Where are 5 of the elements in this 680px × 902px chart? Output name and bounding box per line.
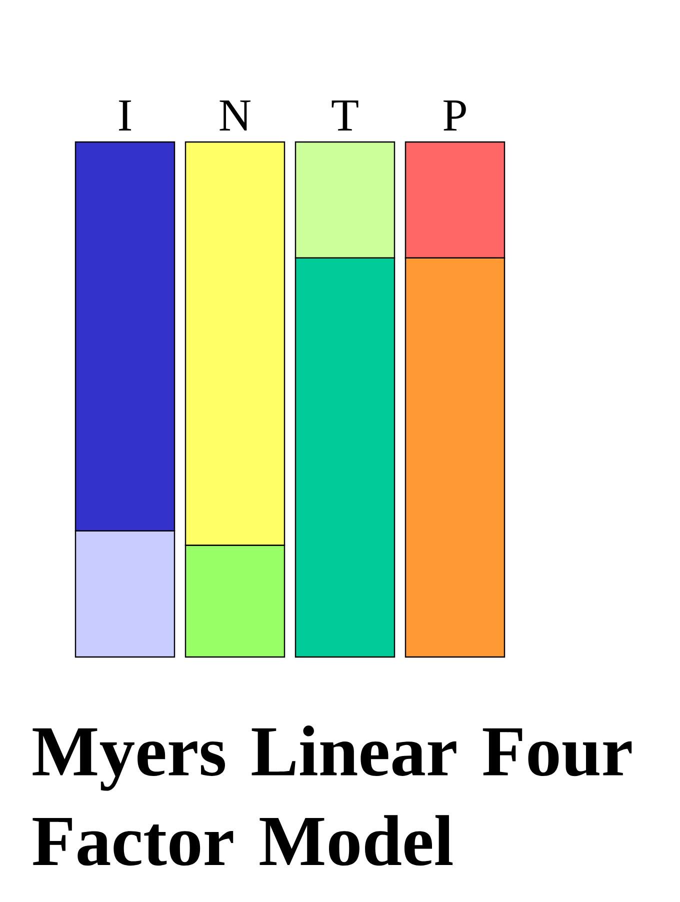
text: Myers Linear Four Factor Model <box>32 726 632 866</box>
x-tick-label: T <box>332 100 358 130</box>
x-tick-label: I <box>119 100 132 130</box>
x-tick-label: P <box>444 100 466 130</box>
x-tick-label: N <box>220 100 251 130</box>
